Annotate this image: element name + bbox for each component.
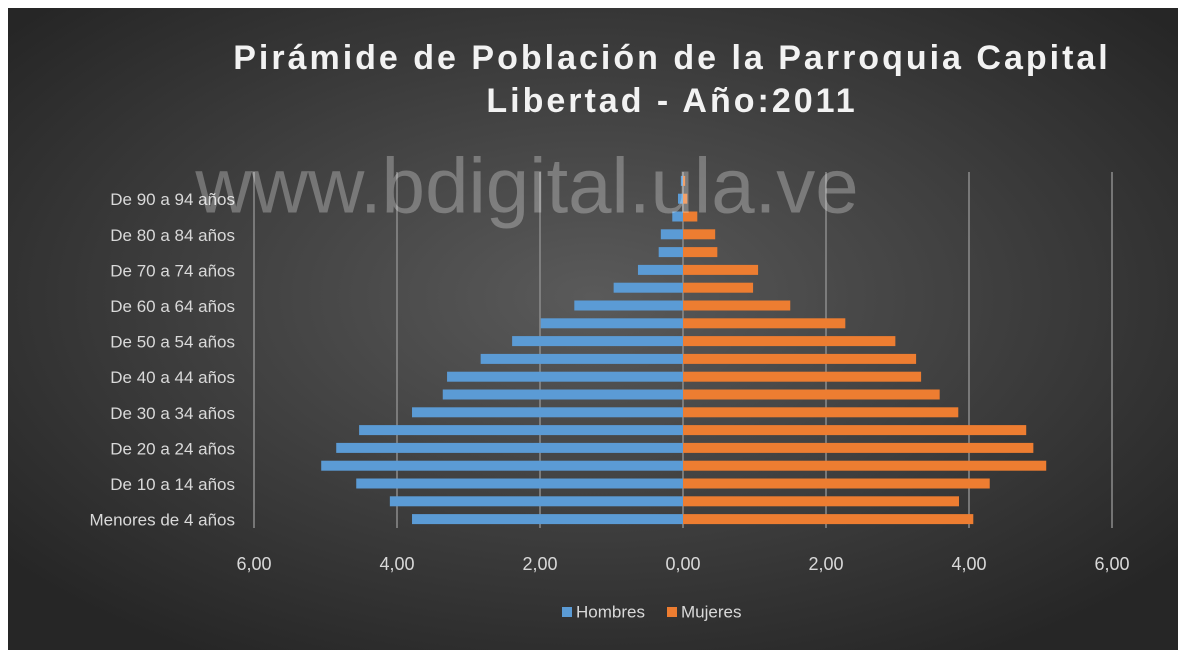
x-tick-label: 4,00 [951, 554, 986, 574]
bar [442, 389, 683, 400]
bar [683, 175, 686, 186]
bar [683, 407, 959, 418]
bar [613, 282, 683, 293]
bar [672, 211, 683, 222]
bar [683, 425, 1027, 436]
bar [683, 514, 974, 525]
bar [540, 318, 683, 329]
bar [683, 442, 1034, 453]
bar [683, 300, 791, 311]
bar [574, 300, 683, 311]
x-tick-label: 0,00 [665, 554, 700, 574]
bar [683, 336, 896, 347]
x-tick-label: 2,00 [522, 554, 557, 574]
chart-title: Pirámide de Población de la Parroquia Ca… [233, 39, 1111, 77]
y-tick-label: De 50 a 54 años [110, 333, 235, 352]
bar [683, 496, 959, 507]
chart-title: Libertad - Año:2011 [486, 82, 857, 120]
bar [683, 353, 917, 364]
bar [412, 407, 683, 418]
legend-swatch [562, 607, 572, 617]
y-tick-label: De 60 a 64 años [110, 297, 235, 316]
watermark: www.bdigital.ula.ve [194, 142, 858, 230]
bar [658, 247, 683, 258]
bar [389, 496, 683, 507]
chart-background [8, 8, 1178, 650]
bar [683, 247, 718, 258]
x-tick-label: 6,00 [1094, 554, 1129, 574]
bar [356, 478, 683, 489]
y-tick-label: De 70 a 74 años [110, 261, 235, 280]
y-tick-label: De 40 a 44 años [110, 368, 235, 387]
bar [660, 229, 683, 240]
bar [683, 211, 698, 222]
bar [336, 442, 683, 453]
y-tick-label: Menores de 4 años [89, 511, 235, 530]
legend-label: Hombres [576, 602, 645, 621]
bar [683, 478, 990, 489]
bar [512, 336, 683, 347]
y-tick-label: De 90 a 94 años [110, 190, 235, 209]
y-tick-label: De 20 a 24 años [110, 439, 235, 458]
bar [683, 282, 754, 293]
bar [683, 264, 759, 275]
bar [321, 460, 683, 471]
bar [683, 460, 1047, 471]
bar [480, 353, 683, 364]
bar [683, 193, 688, 204]
bar [359, 425, 683, 436]
bar [683, 229, 716, 240]
bar [677, 193, 683, 204]
x-tick-label: 6,00 [236, 554, 271, 574]
bar [680, 175, 683, 186]
bar [447, 371, 683, 382]
x-tick-label: 4,00 [379, 554, 414, 574]
x-tick-label: 2,00 [808, 554, 843, 574]
y-tick-label: De 80 a 84 años [110, 226, 235, 245]
y-tick-label: De 10 a 14 años [110, 475, 235, 494]
bar [637, 264, 683, 275]
bar [683, 389, 940, 400]
bar [683, 371, 922, 382]
legend-swatch [667, 607, 677, 617]
bar [683, 318, 846, 329]
legend-label: Mujeres [681, 602, 741, 621]
bar [412, 514, 683, 525]
y-tick-label: De 30 a 34 años [110, 404, 235, 423]
